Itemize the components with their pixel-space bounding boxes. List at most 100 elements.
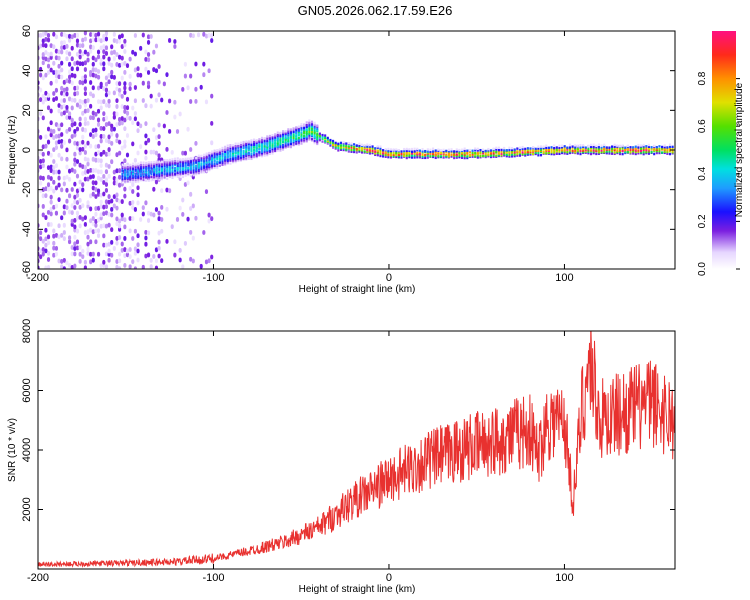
spectrogram-noise-cell xyxy=(54,73,59,79)
spectrogram-noise-cell xyxy=(189,206,193,211)
spectrogram-cell xyxy=(450,150,453,153)
spectrogram-cell xyxy=(624,146,627,149)
spectrogram-noise-cell xyxy=(91,55,95,61)
spectrogram-cell xyxy=(216,149,219,152)
spectrogram-cell xyxy=(503,149,506,152)
spectrogram-cell xyxy=(511,146,514,150)
spectrogram-cell xyxy=(603,147,606,150)
spectrogram-noise-cell xyxy=(157,79,161,85)
spectrogram-noise-cell xyxy=(89,32,93,37)
spectrogram-noise-cell xyxy=(99,263,103,269)
spectrogram-cell xyxy=(292,136,295,140)
spectrogram-cell xyxy=(592,143,595,146)
spectrogram-cell xyxy=(408,155,411,159)
spectrogram-noise-cell xyxy=(73,98,77,103)
spectrogram-cell xyxy=(213,154,216,157)
spectrogram-noise-cell xyxy=(96,36,101,42)
spectrogram-noise-cell xyxy=(104,162,109,168)
spectrogram-noise-cell xyxy=(123,109,127,114)
spectrogram-noise-cell xyxy=(210,254,214,260)
spectrogram-cell xyxy=(163,176,166,179)
spectrogram-noise-cell xyxy=(165,206,169,212)
spectrogram-cell xyxy=(432,150,435,153)
spectrogram-cell xyxy=(121,181,124,184)
spectrogram-noise-cell xyxy=(70,72,74,78)
spectrogram-cell xyxy=(516,147,519,150)
spectrogram-noise-cell xyxy=(157,92,161,98)
spectrogram-noise-cell xyxy=(120,212,124,218)
spectrogram-cell xyxy=(453,153,456,156)
spectrogram-noise-cell xyxy=(123,253,127,259)
spectrogram-cell xyxy=(276,139,279,143)
spectrogram-cell xyxy=(308,119,311,122)
spectrogram-cell xyxy=(274,149,277,152)
spectrogram-noise-cell xyxy=(60,187,64,193)
spectrogram-cell xyxy=(492,149,495,153)
spectrogram-noise-cell xyxy=(141,32,145,38)
spectrogram-cell xyxy=(208,156,211,159)
spectrogram-noise-cell xyxy=(52,60,56,66)
colorbar-tick-label: 0.8 xyxy=(697,71,708,85)
spectrogram-noise-cell xyxy=(57,55,61,61)
spectrogram-cell xyxy=(139,167,142,170)
spectrogram-cell xyxy=(655,149,658,153)
spectrogram-noise-cell xyxy=(196,32,201,38)
spectrogram-cell xyxy=(353,150,356,154)
spectrogram-cell xyxy=(187,166,190,170)
spectrogram-cell xyxy=(442,156,445,159)
spectrogram-cell xyxy=(305,137,308,141)
spectrogram-cell xyxy=(255,143,258,147)
spectrogram-cell xyxy=(374,152,377,155)
spectrogram-cell xyxy=(145,179,148,182)
spectrogram-cell xyxy=(150,175,153,179)
spectrogram-cell xyxy=(374,153,377,157)
spectrogram-noise-cell xyxy=(104,251,109,257)
spectrogram-cell xyxy=(147,171,150,174)
spectrogram-cell xyxy=(163,162,166,166)
spectrogram-cell xyxy=(184,159,187,162)
spectrogram-cell xyxy=(389,151,393,154)
spectrogram-noise-cell xyxy=(52,233,56,239)
spectrogram-noise-cell xyxy=(46,70,51,75)
spectrogram-noise-cell xyxy=(173,44,177,49)
spectrogram-noise-cell xyxy=(44,143,48,149)
spectrogram-noise-cell xyxy=(136,72,140,78)
spectrogram-cell xyxy=(489,152,493,155)
spectrogram-noise-cell xyxy=(52,228,56,234)
spectrogram-cell xyxy=(463,147,466,150)
spectrogram-noise-cell xyxy=(149,93,153,99)
spectrogram-noise-cell xyxy=(99,204,103,209)
spectrogram-noise-cell xyxy=(60,45,64,51)
spectrogram-cell xyxy=(258,153,261,156)
spectrogram-cell xyxy=(566,146,569,149)
spectrogram-noise-cell xyxy=(115,38,119,44)
spectrogram-cell xyxy=(237,150,240,154)
spectrogram-cell xyxy=(671,149,674,152)
spectrogram-cell xyxy=(555,152,558,156)
spectrogram-cell xyxy=(229,157,232,161)
spectrogram-cell xyxy=(255,139,258,142)
spectrogram-cell xyxy=(613,152,616,156)
spectrogram-noise-cell xyxy=(123,42,127,48)
spectrogram-noise-cell xyxy=(102,173,106,179)
spectrogram-cell xyxy=(216,160,219,164)
spectrogram-noise-cell xyxy=(52,70,56,75)
spectrogram-cell xyxy=(516,150,519,153)
spectrogram-noise-cell xyxy=(186,85,190,91)
spectrogram-cell xyxy=(524,154,527,157)
spectrogram-noise-cell xyxy=(57,74,61,80)
spectrogram-cell xyxy=(466,152,469,155)
spectrogram-noise-cell xyxy=(54,203,59,209)
spectrogram-cell xyxy=(210,164,214,167)
spectrogram-cell xyxy=(479,154,482,158)
spectrogram-noise-cell xyxy=(102,126,106,131)
spectrogram-noise-cell xyxy=(41,60,45,66)
spectrogram-cell xyxy=(150,171,153,175)
spectrogram-noise-cell xyxy=(160,228,164,234)
spectrogram-noise-cell xyxy=(44,215,48,220)
spectrogram-cell xyxy=(250,150,253,153)
spectrogram-noise-cell xyxy=(57,69,61,75)
spectrogram-noise-cell xyxy=(146,230,151,236)
spectrogram-noise-cell xyxy=(152,186,156,192)
spectrogram-cell xyxy=(516,152,519,156)
